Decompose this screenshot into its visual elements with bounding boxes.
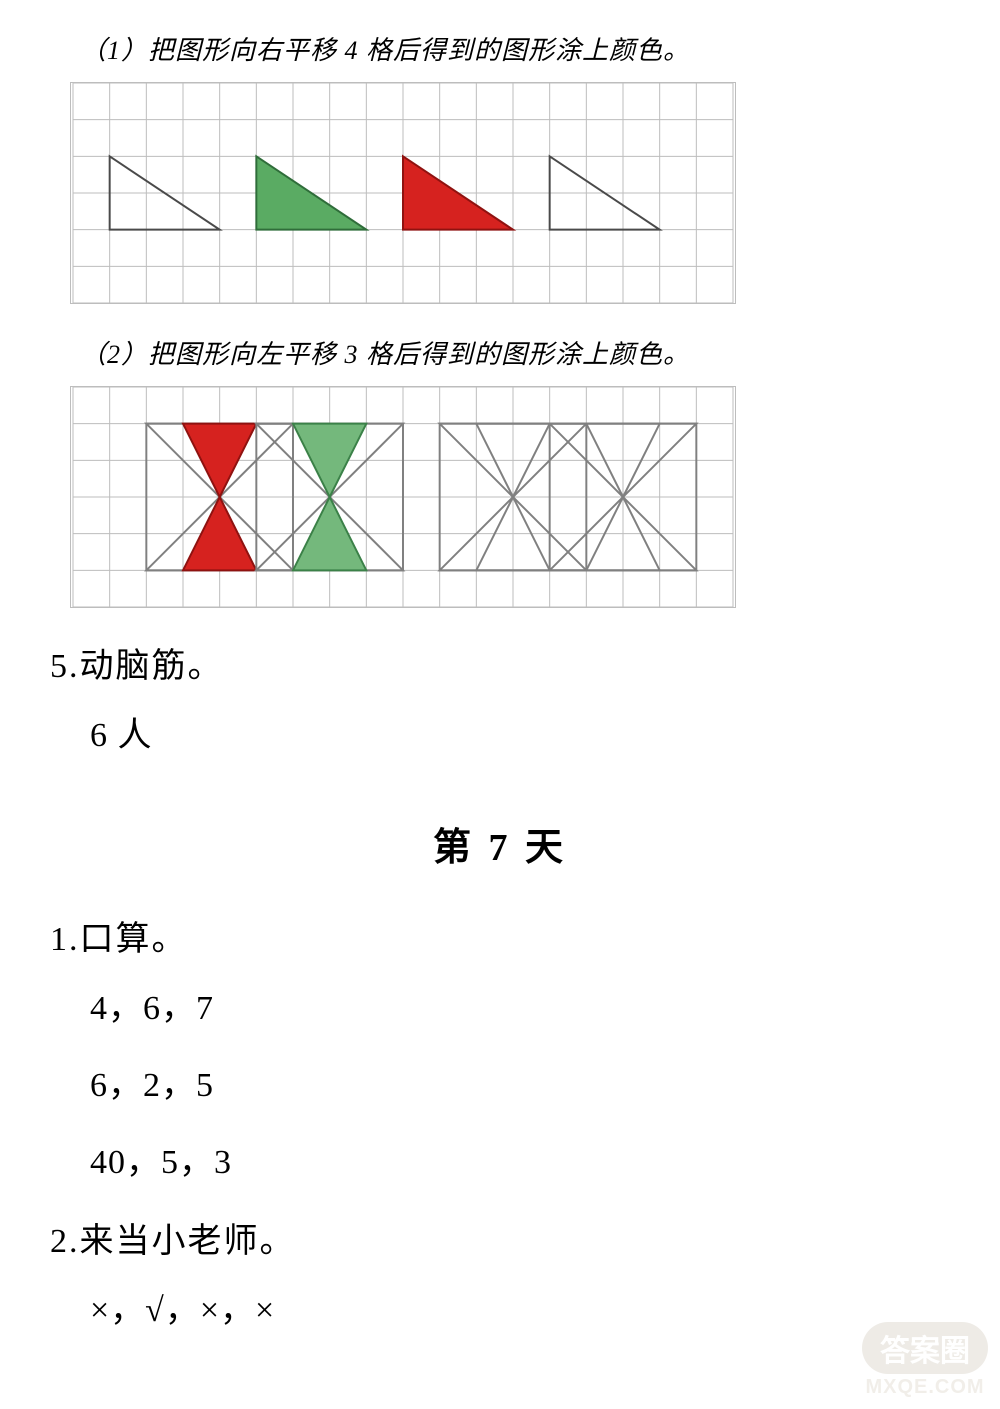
ex1-grid — [70, 82, 950, 304]
q5-title: 5.动脑筋。 — [50, 638, 950, 687]
watermark-top: 答案圈 — [862, 1322, 988, 1374]
day7-q1-title: 1.口算。 — [50, 911, 950, 960]
day7-q2-title: 2.来当小老师。 — [50, 1213, 950, 1262]
day7-q2-answer: ×，√，×，× — [90, 1282, 950, 1331]
ex2-grid — [70, 386, 950, 608]
day7-q1-row0: 4，6，7 — [90, 980, 950, 1029]
day7-title: 第 7 天 — [50, 816, 950, 871]
q5-answer: 6 人 — [90, 707, 950, 756]
ex1-caption: （1）把图形向右平移 4 格后得到的图形涂上颜色。 — [80, 30, 950, 67]
watermark-bottom: MXQE.COM — [862, 1376, 988, 1399]
ex2-caption: （2）把图形向左平移 3 格后得到的图形涂上颜色。 — [80, 334, 950, 371]
day7-q1-row1: 6，2，5 — [90, 1057, 950, 1106]
watermark: 答案圈 MXQE.COM — [862, 1322, 988, 1399]
day7-q1-row2: 40，5，3 — [90, 1134, 950, 1183]
